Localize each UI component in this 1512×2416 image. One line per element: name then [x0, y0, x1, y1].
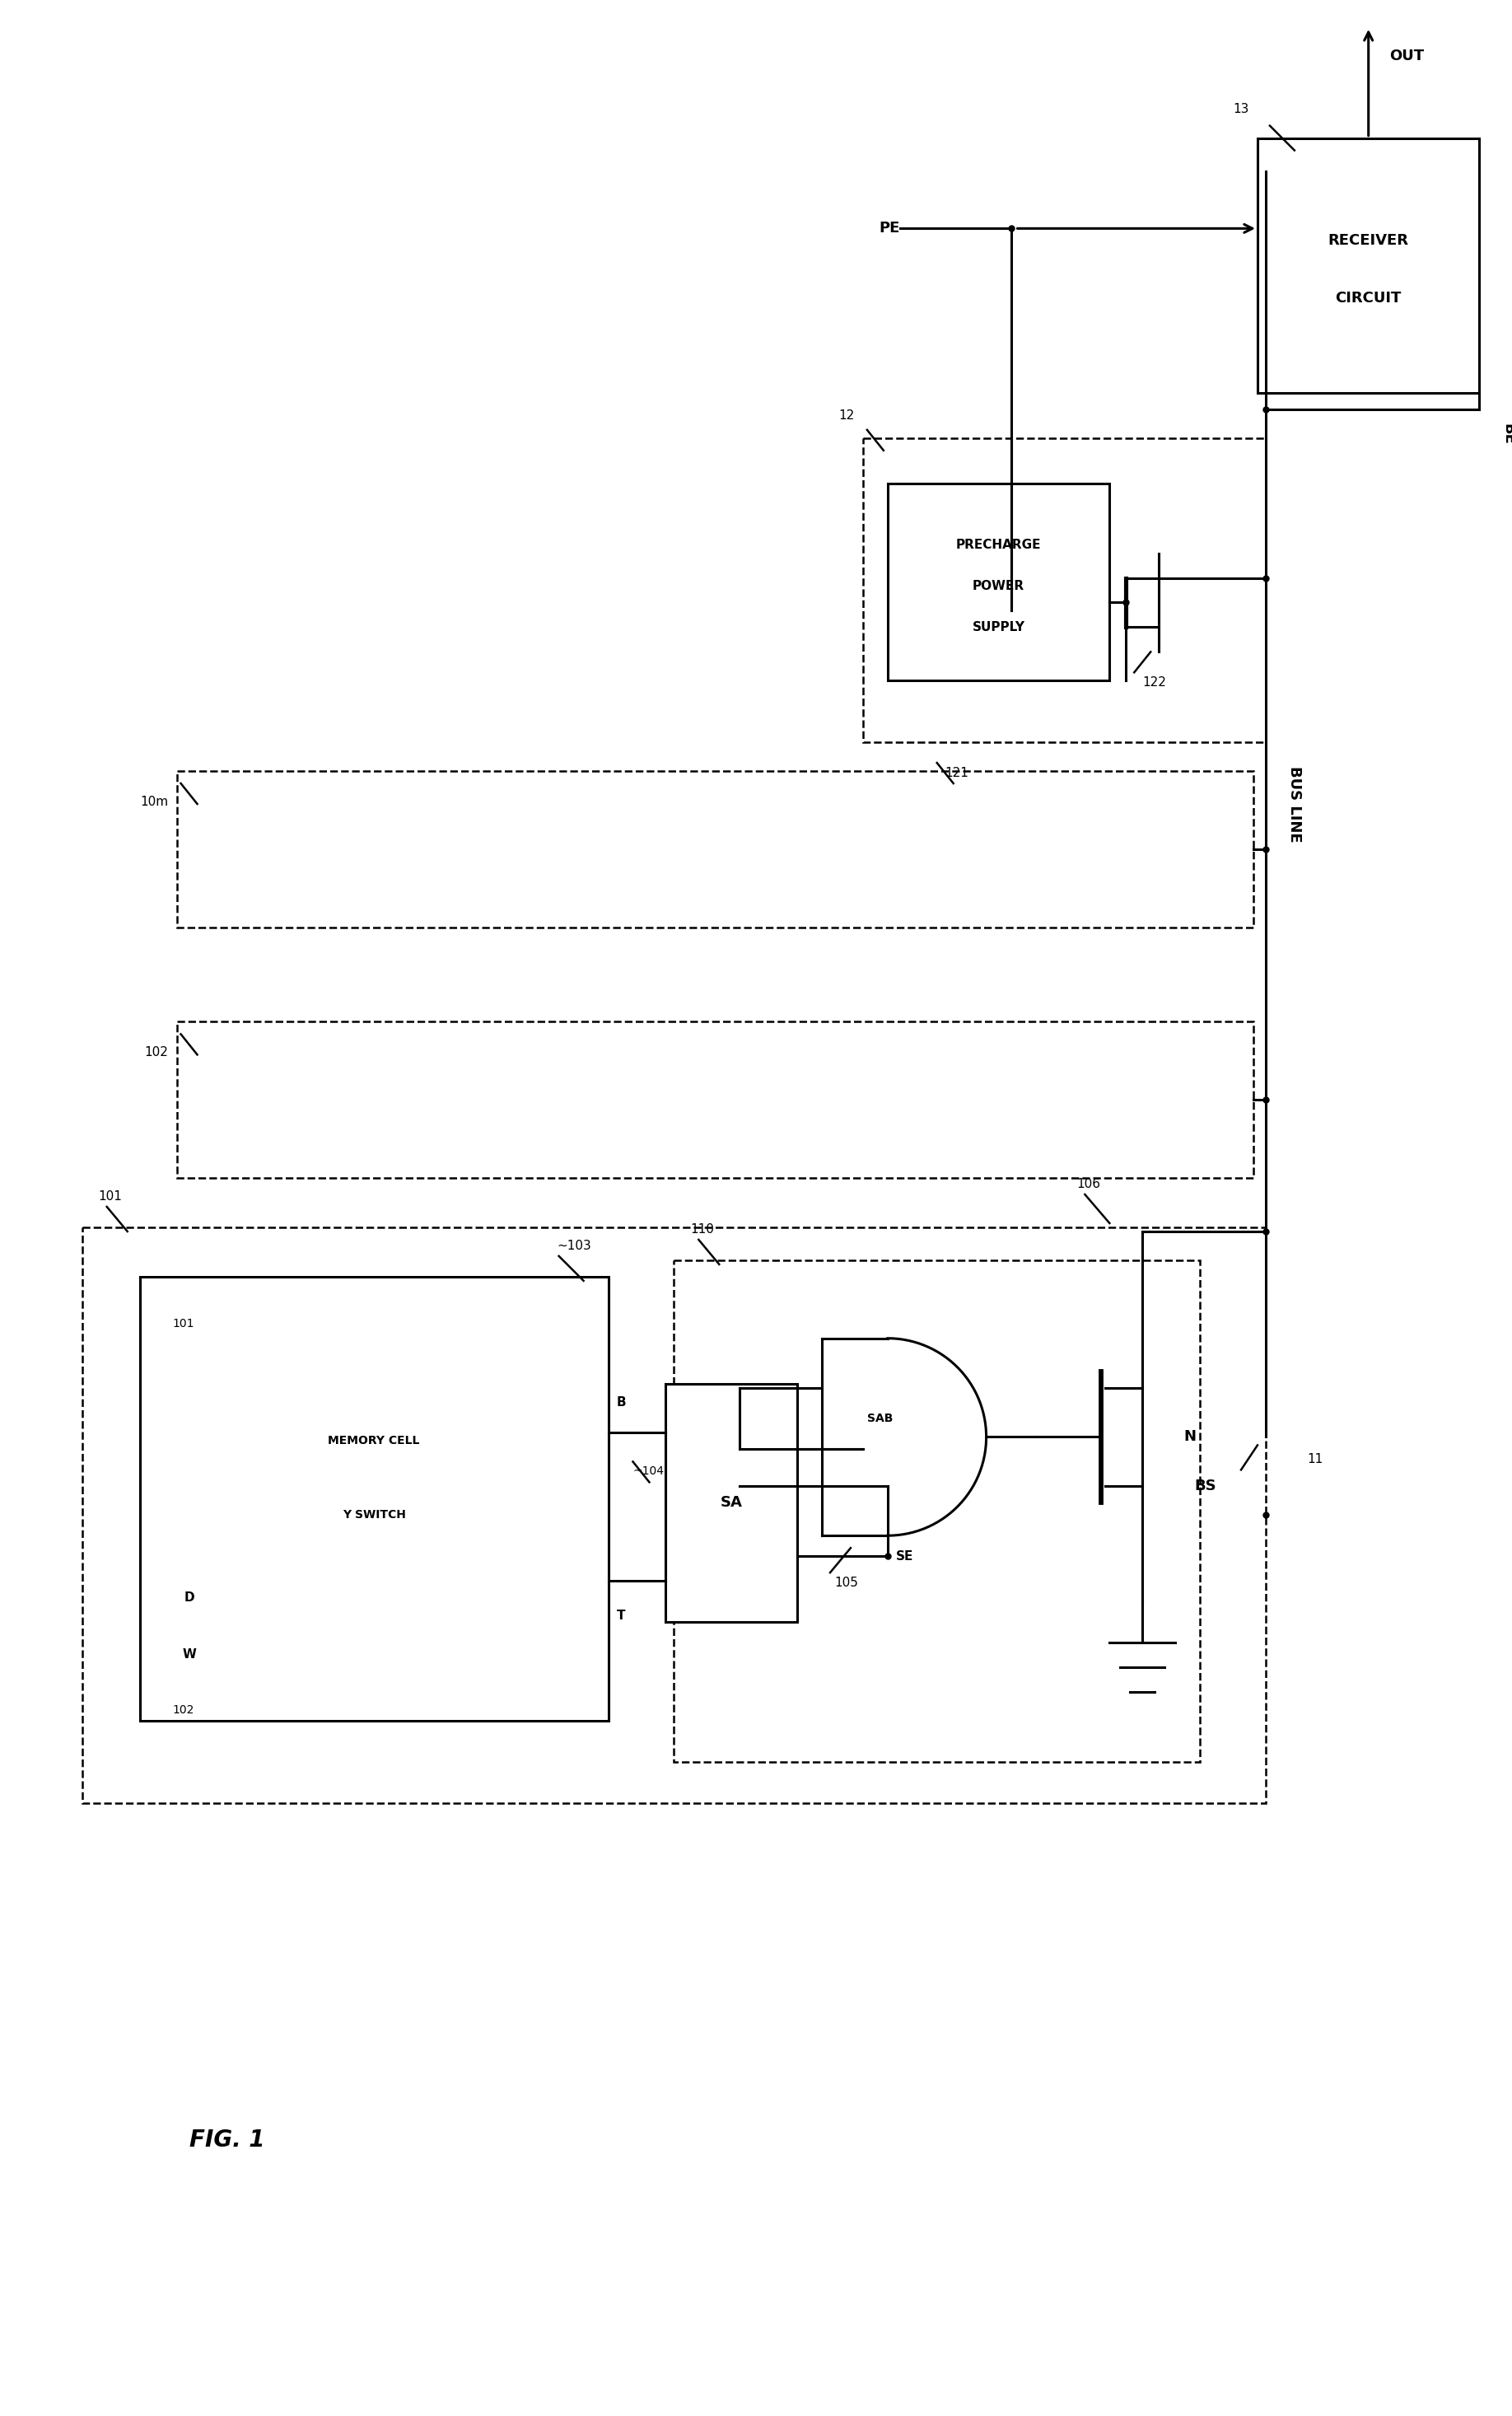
Text: 110: 110 [691, 1222, 714, 1235]
Bar [139, 1276, 608, 1720]
Text: OUT: OUT [1390, 48, 1424, 63]
Text: FIG. 1: FIG. 1 [189, 2128, 265, 2150]
Text: Y SWITCH: Y SWITCH [342, 1510, 405, 1520]
Bar [863, 437, 1266, 742]
Text: PE: PE [878, 220, 900, 237]
Text: 102: 102 [172, 1703, 195, 1715]
Bar [665, 1384, 797, 1621]
Bar [177, 1022, 1253, 1179]
Text: N: N [1184, 1430, 1196, 1445]
Text: 101: 101 [98, 1191, 122, 1203]
Text: CIRCUIT: CIRCUIT [1335, 290, 1402, 307]
Text: BS: BS [1194, 1479, 1217, 1493]
Text: 11: 11 [1306, 1454, 1323, 1467]
Text: ~104: ~104 [634, 1467, 664, 1476]
Text: POWER: POWER [972, 580, 1025, 592]
Text: 106: 106 [1077, 1179, 1101, 1191]
Text: B: B [617, 1396, 626, 1409]
Text: ~103: ~103 [558, 1239, 591, 1251]
Text: 102: 102 [145, 1046, 168, 1058]
Text: 101: 101 [172, 1317, 195, 1329]
Text: 10m: 10m [141, 795, 168, 807]
Text: SAB: SAB [866, 1413, 894, 1425]
Bar [674, 1261, 1201, 1761]
Text: 121: 121 [945, 766, 969, 780]
Text: 13: 13 [1234, 104, 1249, 116]
Text: MEMORY CELL: MEMORY CELL [328, 1435, 420, 1447]
Bar [1258, 138, 1479, 394]
Bar [82, 1227, 1266, 1802]
Text: BUS LINE: BUS LINE [1287, 766, 1302, 843]
Text: SUPPLY: SUPPLY [972, 621, 1025, 633]
Text: RECEIVER: RECEIVER [1328, 234, 1409, 249]
Text: W: W [181, 1648, 197, 1660]
Text: T: T [617, 1609, 624, 1621]
Bar [177, 771, 1253, 928]
Text: SA: SA [720, 1496, 742, 1510]
Text: SE: SE [897, 1551, 913, 1563]
Text: BE: BE [1501, 423, 1512, 445]
Text: 122: 122 [1143, 676, 1166, 689]
Text: 12: 12 [839, 408, 854, 423]
Bar [888, 483, 1110, 681]
Text: 105: 105 [835, 1578, 859, 1590]
Text: PRECHARGE: PRECHARGE [956, 539, 1042, 551]
Text: D: D [184, 1592, 194, 1604]
